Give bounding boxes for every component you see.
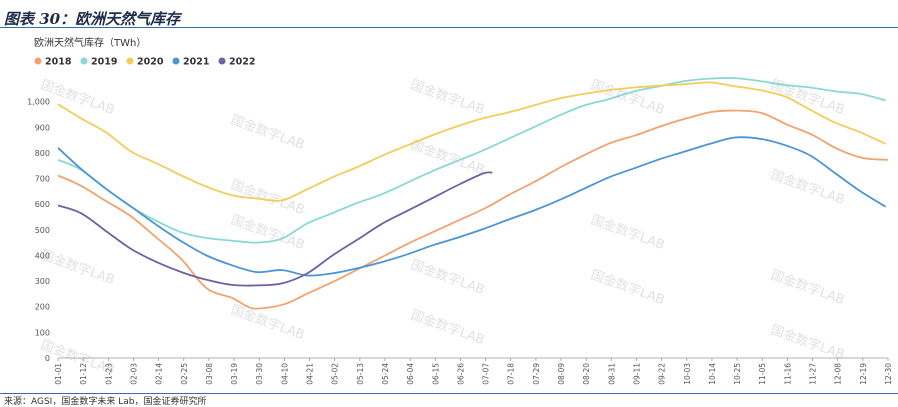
legend-swatch — [172, 57, 180, 65]
x-tick-label: 01-01 — [54, 363, 63, 385]
y-tick-label: 200 — [35, 303, 50, 312]
legend: 2018 2019 2020 2021 2022 — [34, 57, 255, 68]
x-tick-label: 10-25 — [733, 363, 742, 385]
watermark: 国金数字LAB — [39, 77, 117, 118]
y-tick-label: 300 — [35, 277, 50, 286]
x-tick-label: 06-26 — [456, 363, 465, 385]
legend-item-2018: 2018 — [34, 57, 72, 68]
y-tick-label: 100 — [35, 328, 50, 337]
x-tick-label: 10-14 — [708, 363, 717, 385]
legend-item-2022: 2022 — [218, 57, 255, 68]
y-tick-label: 800 — [35, 149, 50, 158]
chart-area: 欧洲天然气库存（TWh） 2018 2019 2020 2021 2022 国金数字LA… — [27, 36, 893, 385]
x-axis: 01-01 01-12 01-23 02-03 02-14 02-25 03-08 03-19… — [54, 357, 893, 385]
x-tick-label: 04-21 — [306, 363, 315, 385]
watermark: 国金数字LAB — [229, 212, 307, 253]
y-tick-label: 0 — [45, 354, 50, 363]
watermark: 国金数字LAB — [769, 77, 847, 118]
x-tick-label: 08-31 — [607, 363, 616, 385]
series-line-2022 — [57, 171, 493, 287]
y-tick-label: 900 — [35, 123, 50, 132]
watermark: 国金数字LAB — [409, 77, 487, 118]
series-line-2021 — [57, 136, 887, 277]
series-line-2019 — [57, 76, 886, 244]
x-tick-label: 10-03 — [683, 363, 692, 385]
legend-item-2019: 2019 — [80, 57, 117, 68]
source-rule — [0, 393, 898, 394]
x-tick-label: 08-09 — [557, 363, 566, 385]
watermark: 国金数字LAB — [589, 212, 667, 253]
watermark: 国金数字LAB — [409, 307, 487, 348]
x-tick-label: 01-12 — [79, 363, 88, 385]
legend-item-2021: 2021 — [172, 57, 209, 68]
x-tick-label: 03-19 — [230, 363, 239, 385]
x-tick-label: 02-03 — [129, 363, 138, 385]
x-tick-label: 02-14 — [155, 363, 164, 385]
x-tick-label: 12-08 — [834, 363, 843, 385]
watermark: 国金数字LAB — [769, 322, 847, 363]
legend-swatch — [126, 57, 134, 65]
x-tick-label: 03-08 — [205, 363, 214, 385]
legend-label: 2019 — [91, 57, 117, 68]
watermark: 国金数字LAB — [409, 137, 487, 178]
x-tick-label: 06-15 — [431, 363, 440, 385]
series-lines — [57, 76, 889, 310]
x-tick-label: 07-29 — [532, 363, 541, 385]
x-tick-label: 01-23 — [104, 363, 113, 385]
y-tick-label: 500 — [35, 226, 50, 235]
y-tick-label: 1,000 — [27, 98, 50, 107]
legend-swatch — [34, 57, 42, 65]
legend-swatch — [218, 57, 226, 65]
x-tick-label: 12-19 — [859, 363, 868, 385]
x-tick-label: 11-05 — [758, 363, 767, 385]
y-axis: 0 100 200 300 400 500 600 700 800 900 1,000 — [27, 98, 50, 363]
watermark: 国金数字LAB — [229, 112, 307, 153]
x-tick-label: 08-20 — [582, 363, 591, 385]
y-tick-label: 700 — [35, 175, 50, 184]
source-note: 来源：AGSI，国金数字未来 Lab，国金证券研究所 — [4, 397, 207, 407]
series-line-2020 — [57, 81, 887, 202]
watermark: 国金数字LAB — [39, 247, 117, 288]
x-tick-label: 11-27 — [809, 363, 818, 385]
legend-label: 2018 — [45, 57, 72, 68]
series-line-2018 — [57, 109, 889, 310]
x-tick-label: 09-11 — [632, 363, 641, 385]
x-tick-label: 07-07 — [482, 363, 491, 385]
watermark: 国金数字LAB — [589, 267, 667, 308]
x-tick-label: 05-02 — [331, 363, 340, 385]
x-tick-label: 09-22 — [658, 363, 667, 385]
legend-label: 2020 — [137, 57, 164, 68]
legend-item-2020: 2020 — [126, 57, 164, 68]
x-tick-label: 12-30 — [884, 363, 893, 385]
x-tick-label: 03-30 — [255, 363, 264, 385]
x-tick-label: 05-24 — [381, 363, 390, 385]
legend-label: 2022 — [229, 57, 255, 68]
chart-title: 欧洲天然气库存（TWh） — [34, 36, 146, 49]
figure-title: 图表 30：欧洲天然气库存 — [4, 10, 181, 28]
x-tick-label: 06-04 — [406, 363, 415, 385]
y-tick-label: 400 — [35, 251, 50, 260]
x-tick-label: 11-16 — [783, 363, 792, 385]
legend-swatch — [80, 57, 88, 65]
y-tick-label: 600 — [35, 200, 50, 209]
x-tick-label: 04-10 — [280, 363, 289, 385]
watermark: 国金数字LAB — [589, 77, 667, 118]
x-tick-label: 05-13 — [356, 363, 365, 385]
x-tick-label: 07-18 — [507, 363, 516, 385]
watermark: 国金数字LAB — [769, 267, 847, 308]
x-tick-label: 02-25 — [180, 363, 189, 385]
watermark: 国金数字LAB — [409, 257, 487, 298]
legend-label: 2021 — [183, 57, 209, 68]
title-rule — [0, 27, 898, 28]
